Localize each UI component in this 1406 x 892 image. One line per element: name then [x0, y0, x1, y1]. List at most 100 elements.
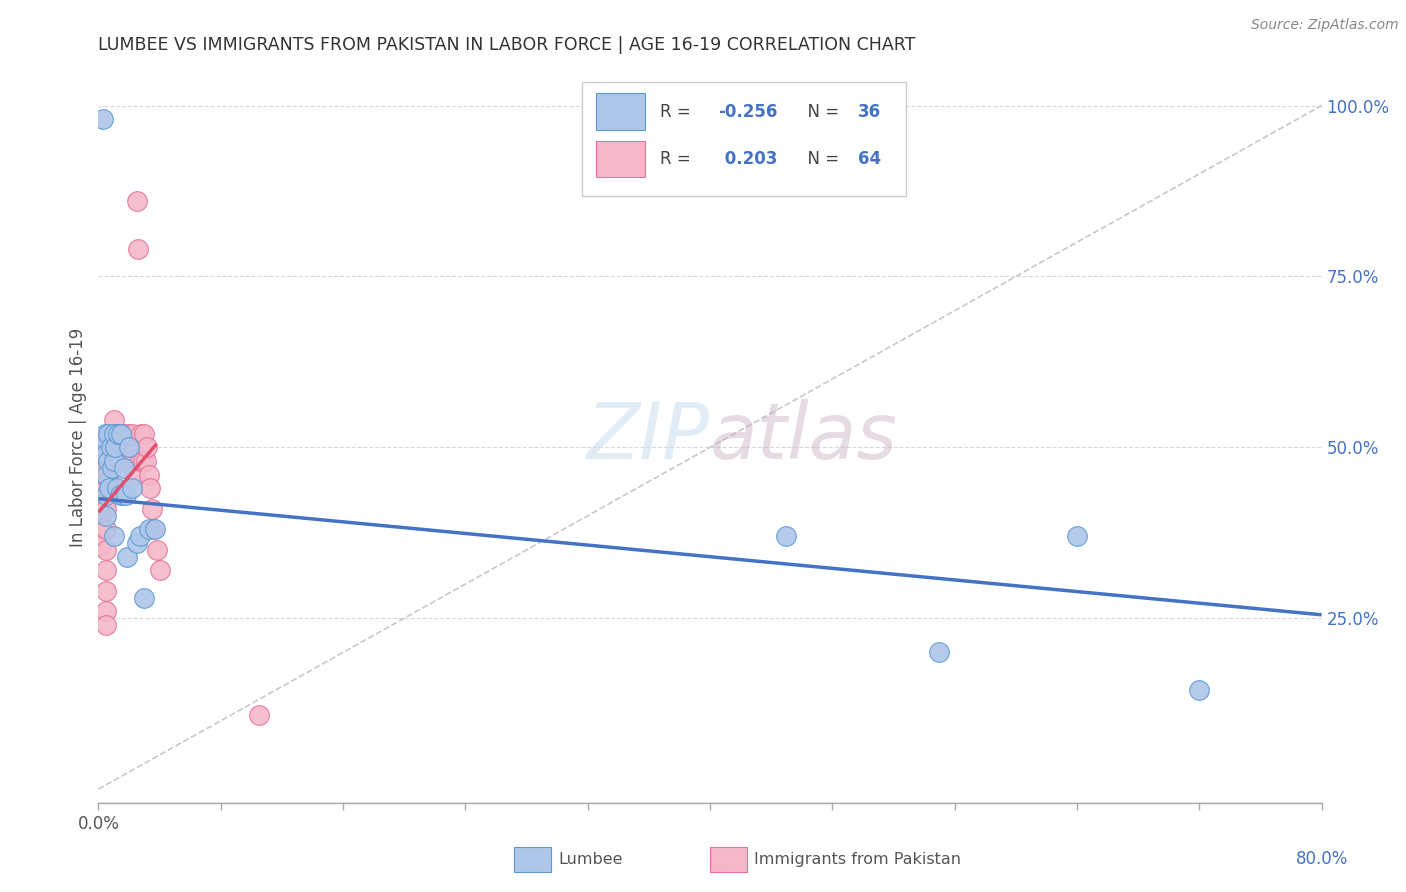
Point: [101, 454, 124, 468]
Point: [101, 426, 124, 441]
FancyBboxPatch shape: [596, 141, 645, 178]
Point: [124, 467, 146, 482]
Point: [94, 501, 117, 516]
Text: Immigrants from Pakistan: Immigrants from Pakistan: [754, 852, 962, 867]
Point: [139, 481, 162, 495]
Point: [101, 460, 124, 475]
Point: [112, 460, 135, 475]
Point: [145, 542, 167, 557]
Point: [104, 426, 127, 441]
Point: [103, 454, 125, 468]
Point: [120, 454, 142, 468]
Point: [107, 434, 129, 448]
Point: [97, 447, 120, 461]
Text: LUMBEE VS IMMIGRANTS FROM PAKISTAN IN LABOR FORCE | AGE 16-19 CORRELATION CHART: LUMBEE VS IMMIGRANTS FROM PAKISTAN IN LA…: [98, 36, 915, 54]
Point: [100, 434, 122, 448]
Point: [118, 426, 141, 441]
Point: [149, 563, 172, 577]
Text: Source: ZipAtlas.com: Source: ZipAtlas.com: [1251, 18, 1399, 32]
Point: [93, 434, 115, 448]
Point: [103, 426, 125, 441]
Point: [135, 454, 157, 468]
Point: [94, 481, 117, 495]
Point: [97, 467, 120, 482]
Point: [94, 434, 117, 448]
Point: [98, 475, 121, 489]
Point: [97, 426, 120, 441]
Point: [115, 426, 138, 441]
Point: [94, 604, 117, 618]
Point: [127, 242, 149, 256]
Point: [104, 440, 127, 454]
Point: [122, 447, 145, 461]
Point: [105, 481, 128, 495]
Text: N =: N =: [797, 150, 844, 168]
Text: 0.203: 0.203: [718, 150, 778, 168]
Point: [97, 426, 120, 441]
FancyBboxPatch shape: [596, 94, 645, 130]
Point: [105, 426, 128, 441]
Point: [136, 440, 159, 454]
Point: [142, 522, 165, 536]
Point: [143, 522, 166, 536]
Point: [103, 481, 125, 495]
FancyBboxPatch shape: [582, 82, 905, 195]
FancyBboxPatch shape: [710, 847, 747, 872]
Point: [138, 522, 160, 536]
Point: [98, 426, 121, 441]
Point: [118, 440, 141, 454]
Point: [90, 540, 112, 554]
FancyBboxPatch shape: [515, 847, 551, 872]
Point: [1066, 529, 1088, 543]
Point: [121, 426, 143, 441]
Point: [94, 542, 117, 557]
Point: [98, 454, 121, 468]
Point: [93, 440, 115, 454]
Text: Lumbee: Lumbee: [558, 852, 623, 867]
Point: [93, 475, 115, 489]
Point: [91, 434, 114, 448]
Point: [111, 447, 134, 461]
Text: 64: 64: [858, 150, 882, 168]
Point: [91, 447, 114, 461]
Point: [134, 426, 156, 441]
Point: [97, 454, 120, 468]
Point: [108, 440, 131, 454]
Text: 80.0%: 80.0%: [1295, 850, 1348, 868]
Point: [94, 434, 117, 448]
Point: [94, 488, 117, 502]
Point: [110, 426, 132, 441]
Point: [100, 440, 122, 454]
Text: 36: 36: [858, 103, 882, 120]
Point: [128, 529, 150, 543]
Point: [94, 460, 117, 475]
Point: [117, 549, 139, 564]
Point: [93, 426, 115, 441]
Point: [98, 481, 121, 495]
Point: [125, 536, 148, 550]
Point: [94, 467, 117, 482]
Point: [91, 112, 114, 127]
Point: [90, 522, 112, 536]
Point: [100, 454, 122, 468]
Point: [128, 454, 150, 468]
Y-axis label: In Labor Force | Age 16-19: In Labor Force | Age 16-19: [69, 327, 87, 547]
Text: R =: R =: [659, 150, 696, 168]
Point: [121, 481, 143, 495]
Point: [91, 460, 114, 475]
Point: [94, 522, 117, 536]
Text: -0.256: -0.256: [718, 103, 778, 120]
Text: R =: R =: [659, 103, 696, 120]
Text: ZIP: ZIP: [588, 399, 710, 475]
Point: [115, 488, 138, 502]
Point: [138, 467, 160, 482]
Text: N =: N =: [797, 103, 844, 120]
Point: [90, 501, 112, 516]
Point: [111, 488, 134, 502]
Point: [103, 413, 125, 427]
Point: [107, 426, 129, 441]
Point: [247, 708, 270, 723]
Point: [117, 440, 139, 454]
Point: [93, 495, 115, 509]
Point: [132, 454, 155, 468]
